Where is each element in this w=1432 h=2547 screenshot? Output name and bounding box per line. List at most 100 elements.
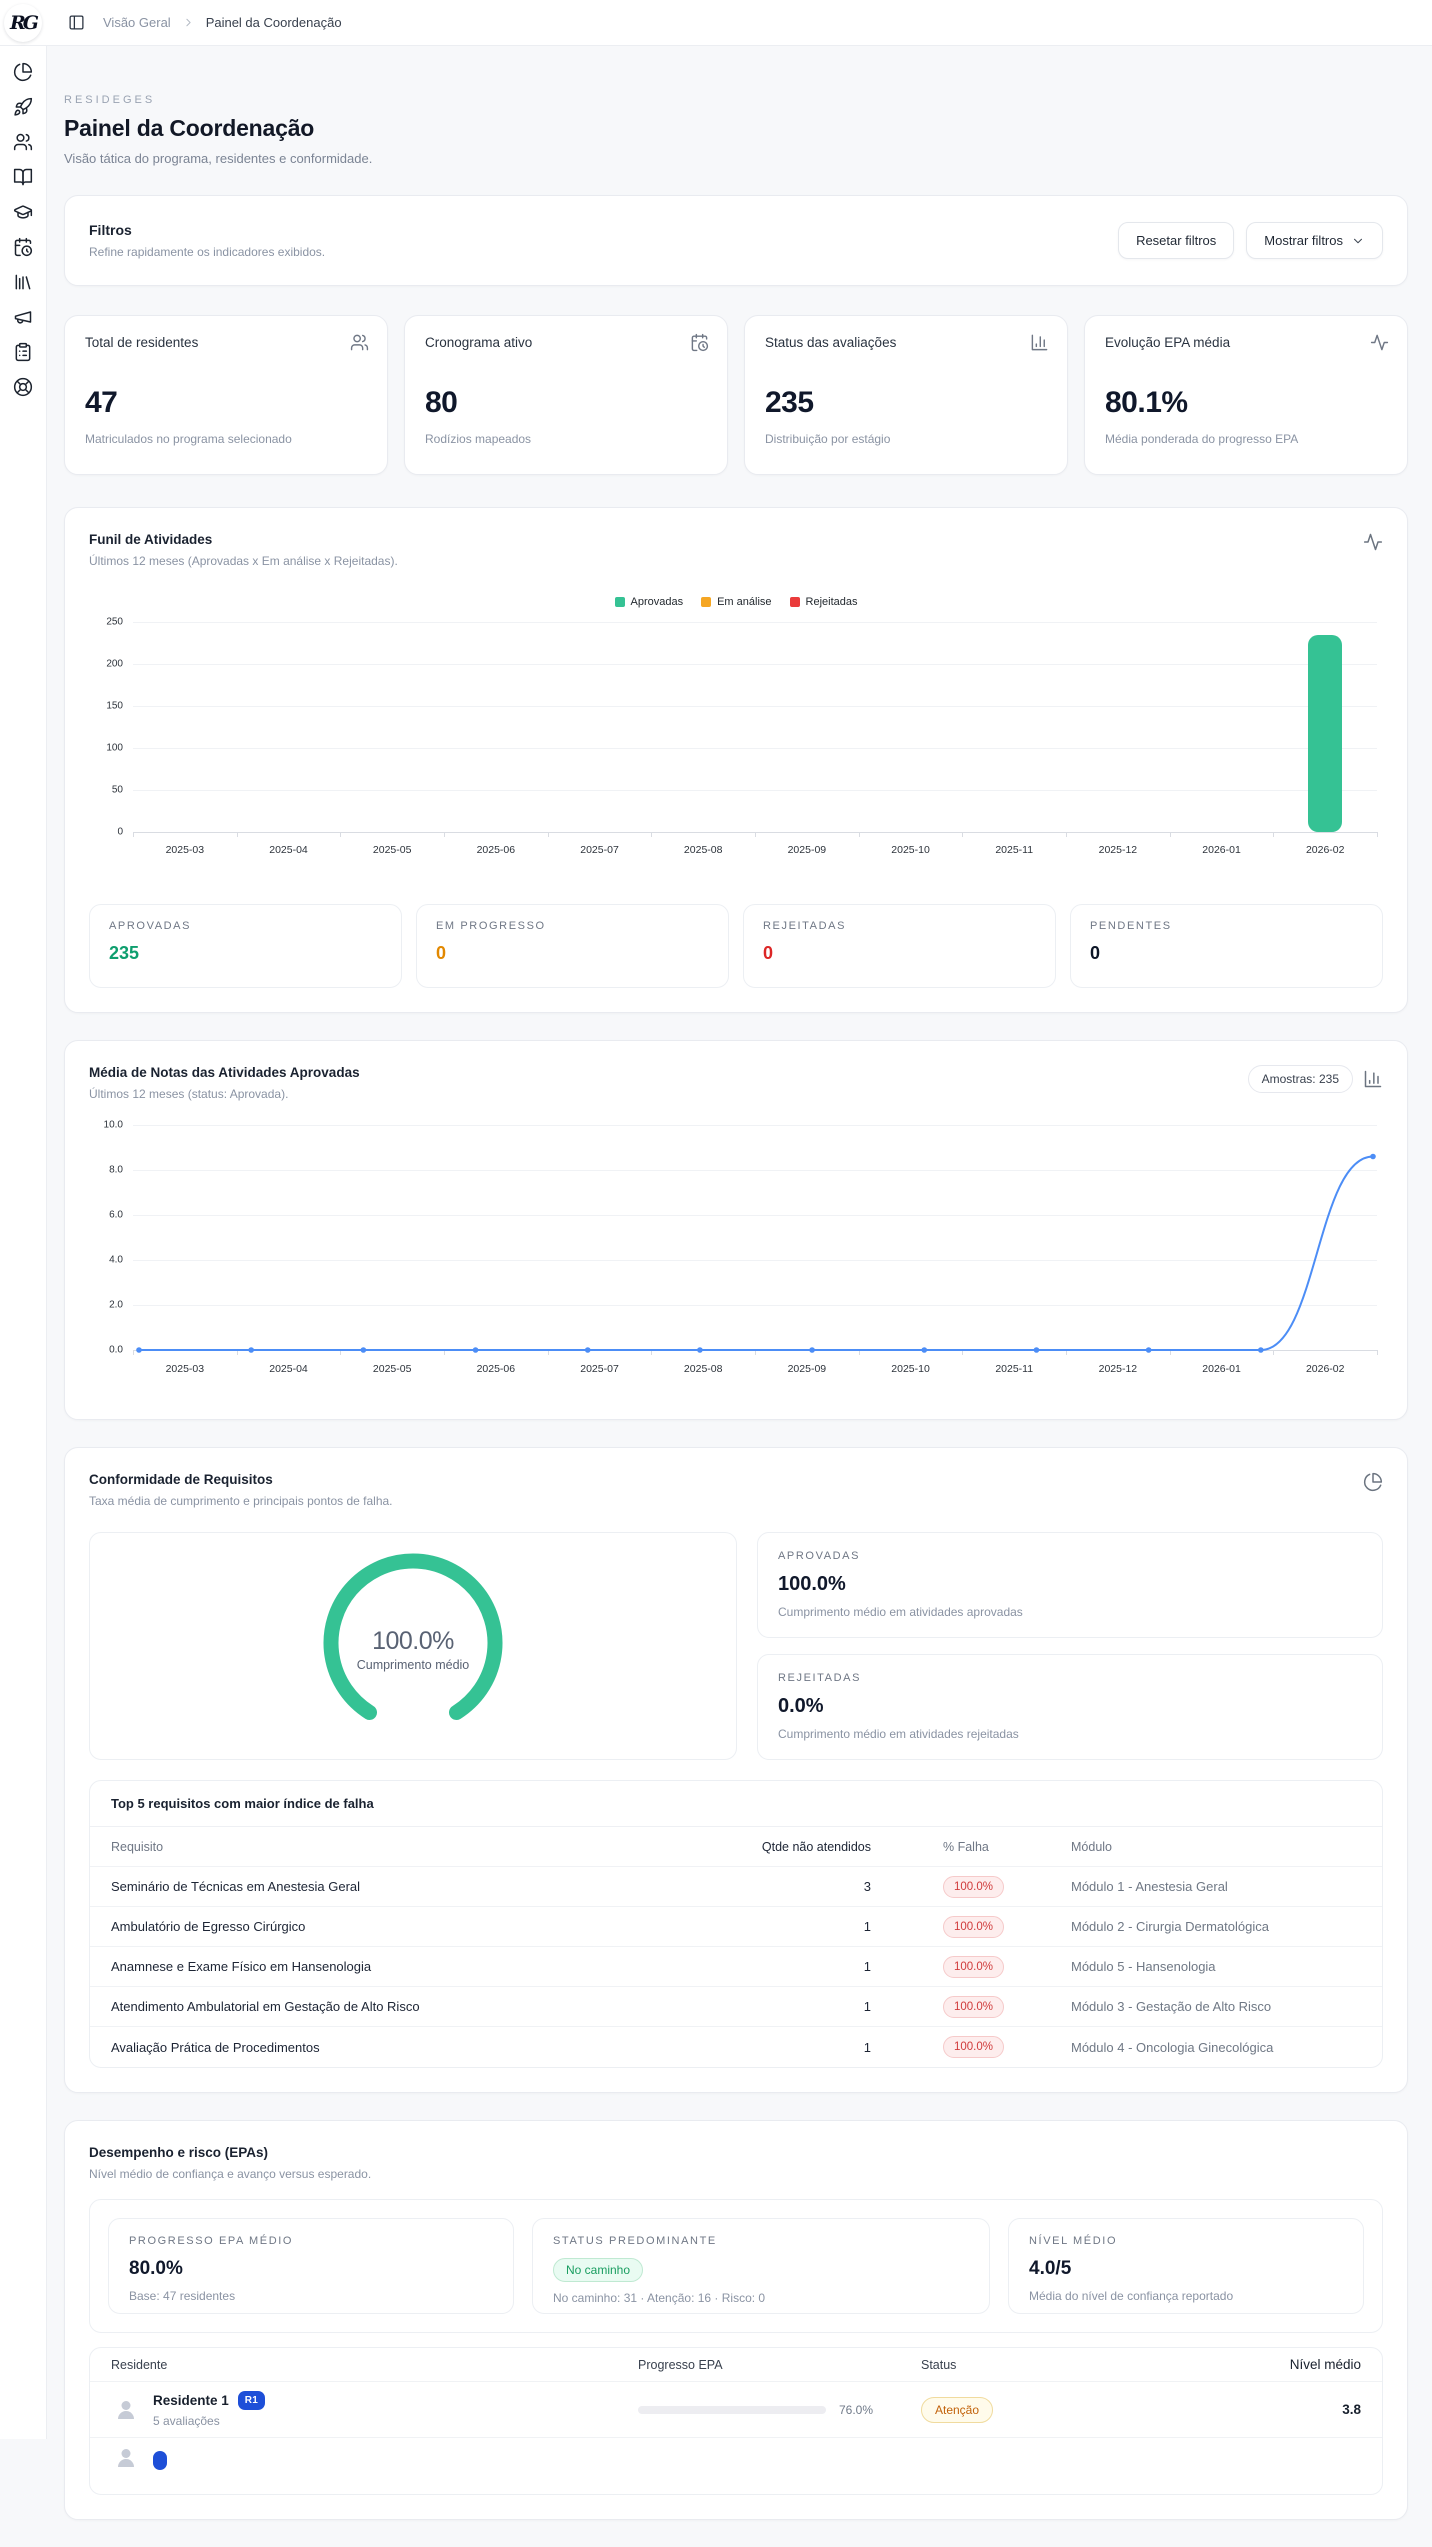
sidebar-toggle-button[interactable]	[62, 9, 90, 37]
sidebar-item-pie-chart[interactable]	[8, 62, 38, 82]
falha-badge: 100.0%	[943, 1916, 1004, 1938]
compliance-box-caption: Cumprimento médio em atividades aprovada…	[778, 1605, 1362, 1619]
compliance-box-value: 100.0%	[778, 1573, 1362, 1596]
sidebar-item-rocket[interactable]	[8, 97, 38, 117]
breadcrumb-link-visao-geral[interactable]: Visão Geral	[103, 15, 171, 30]
modulo-cell: Módulo 3 - Gestação de Alto Risco	[1021, 1999, 1361, 2014]
sidebar-item-book-open[interactable]	[8, 167, 38, 187]
stat-card-value: 80	[425, 386, 707, 420]
chevron-down-icon	[1351, 234, 1365, 248]
performance-title: Desempenho e risco (EPAs)	[89, 2145, 371, 2160]
compliance-title: Conformidade de Requisitos	[89, 1472, 393, 1487]
requisito-cell: Atendimento Ambulatorial em Gestação de …	[111, 1999, 711, 2014]
performance-box-caption: No caminho: 31 · Atenção: 16 · Risco: 0	[553, 2291, 969, 2305]
nivel-cell: 3.8	[1251, 2402, 1361, 2417]
falha-badge: 100.0%	[943, 1876, 1004, 1898]
gauge-value: 100.0%	[313, 1627, 513, 1656]
resident-name: Residente 1	[153, 2393, 229, 2408]
avatar	[111, 2443, 141, 2473]
gauge-label: Cumprimento médio	[313, 1658, 513, 1672]
breadcrumb-current: Painel da Coordenação	[206, 15, 342, 30]
megaphone-icon	[13, 307, 33, 327]
funnel-stat-value: 0	[763, 943, 1036, 964]
page-subtitle: Visão tática do programa, residentes e c…	[64, 151, 1408, 166]
modulo-cell: Módulo 5 - Hansenologia	[1021, 1959, 1361, 1974]
compliance-box-label: APROVADAS	[778, 1550, 1362, 1562]
sidebar-item-life-buoy[interactable]	[8, 377, 38, 397]
column-header: Residente	[111, 2358, 638, 2372]
sidebar-item-calendar-clock[interactable]	[8, 237, 38, 257]
column-header: Progresso EPA	[638, 2358, 921, 2372]
resident-level-badge: R1	[238, 2391, 265, 2410]
life-buoy-icon	[13, 377, 33, 397]
falha-badge: 100.0%	[943, 1956, 1004, 1978]
show-filters-button[interactable]: Mostrar filtros	[1246, 222, 1383, 259]
funnel-subtitle: Últimos 12 meses (Aprovadas x Em análise…	[89, 554, 398, 568]
funnel-title: Funil de Atividades	[89, 532, 398, 547]
performance-subtitle: Nível médio de confiança e avanço versus…	[89, 2167, 371, 2181]
legend-label: Aprovadas	[631, 596, 684, 608]
qtde-cell: 3	[711, 1879, 871, 1894]
funnel-stat-value: 0	[1090, 943, 1363, 964]
sidebar-item-clipboard-list[interactable]	[8, 342, 38, 362]
resident-level-badge	[153, 2451, 167, 2470]
compliance-subtitle: Taxa média de cumprimento e principais p…	[89, 1494, 393, 1508]
legend-item: Em análise	[701, 596, 771, 608]
legend-label: Em análise	[717, 596, 771, 608]
funnel-stat-label: REJEITADAS	[763, 920, 1036, 932]
progress-bar	[638, 2406, 826, 2414]
pie-chart-icon	[1363, 1472, 1383, 1492]
stat-card-caption: Matriculados no programa selecionado	[85, 432, 367, 446]
modulo-cell: Módulo 4 - Oncologia Ginecológica	[1021, 2040, 1361, 2055]
sidebar-item-users[interactable]	[8, 132, 38, 152]
funnel-stat-value: 0	[436, 943, 709, 964]
legend-swatch	[790, 597, 800, 607]
stat-card-caption: Rodízios mapeados	[425, 432, 707, 446]
compliance-box: APROVADAS 100.0% Cumprimento médio em ativ…	[757, 1532, 1383, 1638]
show-filters-label: Mostrar filtros	[1264, 233, 1343, 248]
reset-filters-button[interactable]: Resetar filtros	[1118, 222, 1234, 259]
logo[interactable]: RG	[4, 4, 42, 42]
user-icon	[114, 2398, 138, 2422]
stat-card-value: 80.1%	[1105, 386, 1387, 420]
filters-subtitle: Refine rapidamente os indicadores exibid…	[89, 245, 325, 259]
bar-chart-icon	[1363, 1069, 1383, 1089]
column-header: Requisito	[111, 1840, 711, 1854]
avatar	[111, 2395, 141, 2425]
stat-card-label: Evolução EPA média	[1105, 335, 1387, 350]
funnel-card: Funil de Atividades Últimos 12 meses (Ap…	[64, 507, 1408, 1013]
panel-left-icon	[68, 14, 85, 31]
funnel-stat-box: REJEITADAS 0	[743, 904, 1056, 988]
sidebar-item-library[interactable]	[8, 272, 38, 292]
sidebar	[0, 46, 47, 2439]
legend-swatch	[701, 597, 711, 607]
sidebar-item-megaphone[interactable]	[8, 307, 38, 327]
performance-box-value: 4.0/5	[1029, 2258, 1343, 2280]
sidebar-item-graduation-cap[interactable]	[8, 202, 38, 222]
column-header: Status	[921, 2358, 1251, 2372]
performance-box-caption: Base: 47 residentes	[129, 2289, 493, 2303]
filters-card: Filtros Refine rapidamente os indicadore…	[64, 195, 1408, 286]
users-icon	[13, 132, 33, 152]
qtde-cell: 1	[711, 2040, 871, 2055]
legend-label: Rejeitadas	[806, 596, 858, 608]
stat-card-value: 235	[765, 386, 1047, 420]
performance-box-label: STATUS PREDOMINANTE	[553, 2235, 969, 2247]
reset-filters-label: Resetar filtros	[1136, 233, 1216, 248]
column-header: Qtde não atendidos	[711, 1840, 871, 1854]
performance-card: Desempenho e risco (EPAs) Nível médio de…	[64, 2120, 1408, 2520]
